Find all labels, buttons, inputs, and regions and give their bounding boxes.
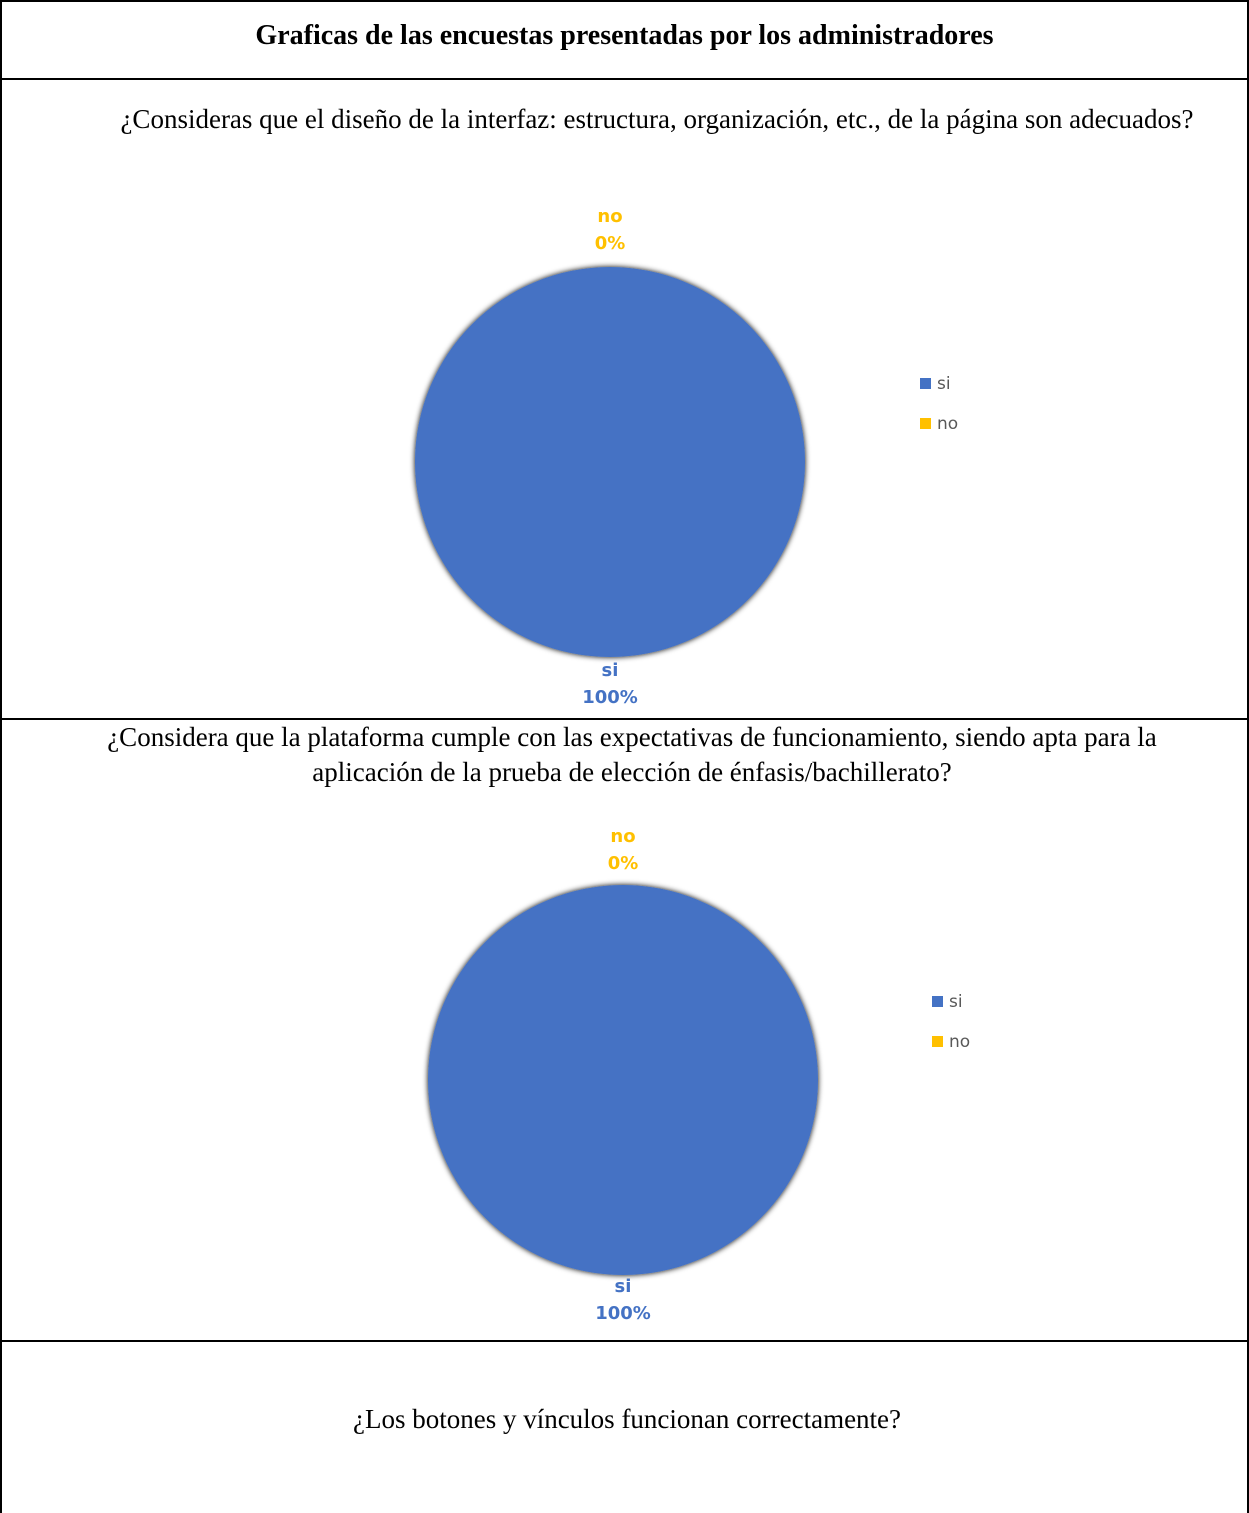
row-divider — [2, 718, 1247, 720]
question-1: ¿Consideras que el diseño de la interfaz… — [120, 104, 1194, 134]
pie-slice-si — [415, 267, 805, 657]
data-label-no: no 0% — [608, 826, 639, 874]
pie-slice-si — [428, 885, 818, 1275]
legend-label-no: no — [949, 1032, 970, 1052]
data-label-si: si 100% — [595, 1276, 651, 1324]
legend-swatch-si — [920, 378, 931, 389]
data-label-no: no 0% — [595, 206, 626, 254]
pie-chart-2: si 100% no 0% si no — [428, 826, 970, 1324]
legend-swatch-si — [932, 996, 943, 1007]
legend-label-no: no — [937, 414, 958, 434]
legend-label-si: si — [949, 992, 963, 1012]
row-divider — [2, 1340, 1247, 1342]
legend-label-si: si — [937, 374, 951, 394]
pie-chart-1: si 100% no 0% si no — [415, 206, 958, 708]
data-label-si: si 100% — [582, 660, 638, 708]
legend-swatch-no — [932, 1036, 943, 1047]
page-title: Graficas de las encuestas presentadas po… — [255, 20, 994, 51]
question-3: ¿Los botones y vínculos funcionan correc… — [352, 1404, 902, 1434]
row-divider — [2, 78, 1247, 80]
legend-swatch-no — [920, 418, 931, 429]
question-2: ¿Considera que la plataforma cumple con … — [107, 722, 1157, 787]
